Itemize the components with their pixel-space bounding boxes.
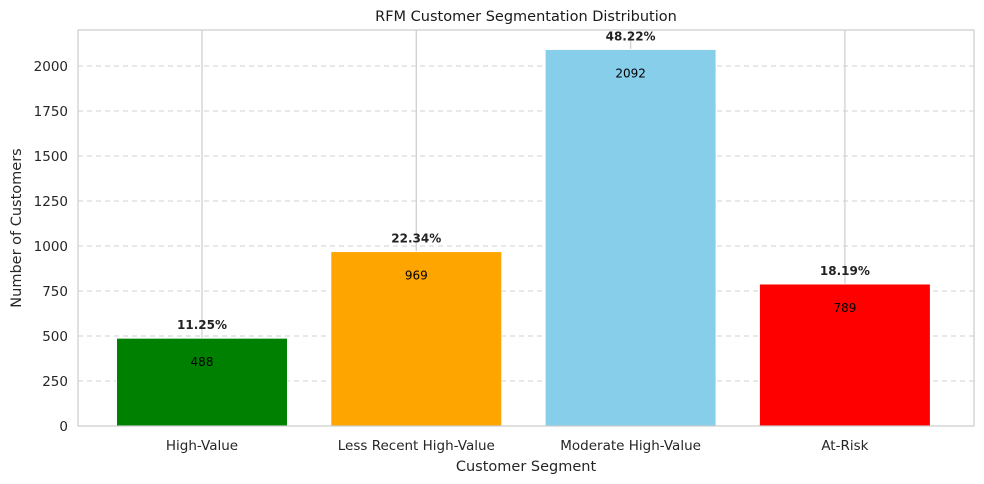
x-axis-ticks: High-Value Less Recent High-Value Moderate… bbox=[166, 438, 869, 454]
y-tick-label: 0 bbox=[59, 419, 68, 435]
y-axis-ticks: 0 250 500 750 1000 1250 1500 1750 2000 bbox=[34, 59, 68, 435]
bar-less-recent-high-value bbox=[330, 251, 503, 427]
y-axis-label: Number of Customers bbox=[9, 148, 25, 307]
plot-area-frame bbox=[77, 29, 975, 427]
bar-value-label: 2092 bbox=[615, 66, 646, 80]
bar-labels: 11.25% 488 22.34% 969 48.22% 2092 18.19% 789 bbox=[177, 29, 870, 369]
x-axis-label: Customer Segment bbox=[456, 459, 597, 475]
bar-percent-label: 18.19% bbox=[820, 264, 870, 278]
bar-high-value bbox=[116, 337, 288, 427]
x-tick-label: Moderate High-Value bbox=[560, 438, 701, 454]
bars bbox=[116, 48, 931, 427]
chart-title: RFM Customer Segmentation Distribution bbox=[375, 9, 677, 25]
y-tick-label: 1500 bbox=[34, 149, 68, 165]
y-tick-label: 1750 bbox=[34, 104, 68, 120]
y-tick-label: 1000 bbox=[34, 239, 68, 255]
y-tick-label: 500 bbox=[42, 329, 68, 345]
x-tick-label: Less Recent High-Value bbox=[338, 438, 495, 454]
bar-percent-label: 11.25% bbox=[177, 318, 227, 332]
bar-percent-label: 22.34% bbox=[391, 232, 441, 246]
bar-value-label: 969 bbox=[405, 269, 428, 283]
x-tick-label: At-Risk bbox=[821, 438, 868, 454]
bar-percent-label: 48.22% bbox=[606, 29, 656, 43]
bar-value-label: 789 bbox=[833, 301, 856, 315]
x-tick-label: High-Value bbox=[166, 438, 238, 454]
bar-moderate-high-value bbox=[544, 48, 717, 427]
y-tick-label: 750 bbox=[42, 284, 68, 300]
y-tick-label: 2000 bbox=[34, 59, 68, 75]
y-tick-label: 250 bbox=[42, 374, 68, 390]
y-tick-label: 1250 bbox=[34, 194, 68, 210]
bar-value-label: 488 bbox=[191, 355, 214, 369]
